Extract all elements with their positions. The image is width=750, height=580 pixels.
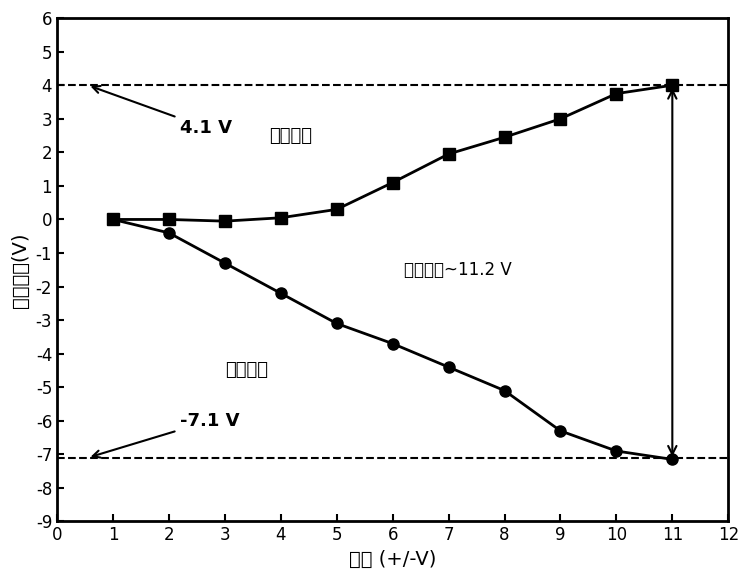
Text: 空穴注入: 空穴注入 <box>225 361 268 379</box>
Text: 电子注入: 电子注入 <box>269 126 313 144</box>
Text: 4.1 V: 4.1 V <box>92 86 232 137</box>
Text: -7.1 V: -7.1 V <box>93 412 239 458</box>
X-axis label: 电压 (+/-V): 电压 (+/-V) <box>349 550 436 569</box>
Text: 电压变化~11.2 V: 电压变化~11.2 V <box>404 261 512 279</box>
Y-axis label: 平带电压(V): 平带电压(V) <box>11 232 30 307</box>
